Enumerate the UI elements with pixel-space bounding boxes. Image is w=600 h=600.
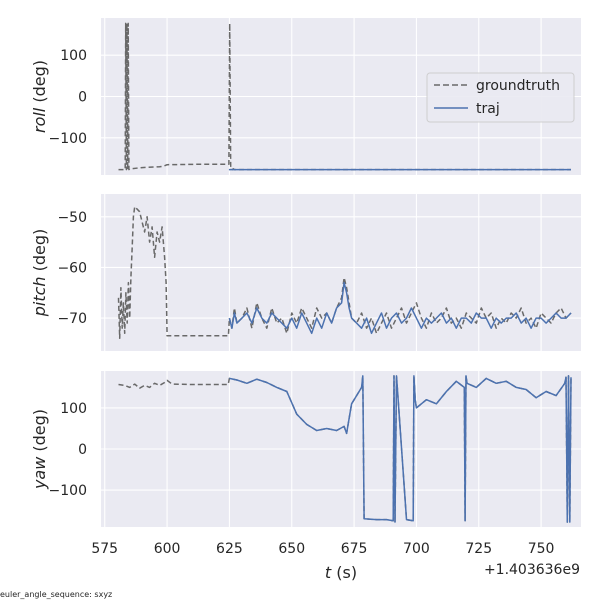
roll-y-axis-label: roll (deg) — [30, 60, 49, 133]
x-tick-label: 650 — [278, 541, 305, 557]
roll-series-groundtruth — [118, 22, 571, 171]
x-tick-label: 675 — [341, 541, 368, 557]
yaw-y-axis-label: yaw (deg) — [30, 409, 49, 490]
pitch-y-tick-label: −70 — [57, 311, 87, 327]
x-axis-label-var: t — [325, 563, 332, 582]
pitch-series-traj — [228, 281, 572, 335]
yaw-y-axis-label-var: yaw — [30, 456, 49, 490]
footer-caption: euler_angle_sequence: sxyz — [0, 590, 112, 599]
pitch-subplot: −50 −60 −70 pitch (deg) — [30, 194, 581, 351]
roll-y-tick-label: 100 — [60, 48, 87, 64]
yaw-y-tick-label: −100 — [49, 483, 87, 499]
legend-groundtruth-label: groundtruth — [476, 78, 560, 94]
pitch-series-groundtruth — [117, 205, 572, 340]
roll-y-axis-label-unit: (deg) — [30, 60, 49, 108]
pitch-y-axis-label-var: pitch — [30, 276, 49, 317]
x-tick-label: 725 — [465, 541, 492, 557]
roll-y-tick-label: 0 — [78, 90, 87, 106]
legend-traj-label: traj — [476, 101, 500, 117]
x-tick-label: 750 — [528, 541, 555, 557]
yaw-y-tick-label: 0 — [78, 442, 87, 458]
yaw-y-tick-label: 100 — [60, 401, 87, 417]
x-tick-label: 625 — [216, 541, 243, 557]
x-axis-offset-label: +1.403636e9 — [484, 562, 580, 578]
yaw-y-axis-label-unit: (deg) — [30, 409, 49, 457]
pitch-y-tick-label: −60 — [57, 260, 87, 276]
roll-y-axis-label-var: roll — [30, 107, 49, 133]
x-axis-label-unit: (s) — [331, 563, 357, 582]
pitch-plot-area — [101, 194, 581, 351]
x-tick-label: 575 — [91, 541, 118, 557]
yaw-series-traj — [229, 375, 572, 523]
x-axis-label: t (s) — [325, 563, 357, 582]
legend: groundtruth traj — [426, 72, 575, 123]
pitch-y-axis-label-unit: (deg) — [30, 229, 49, 277]
pitch-y-axis-label: pitch (deg) — [30, 229, 49, 318]
roll-y-tick-label: −100 — [49, 131, 87, 147]
x-tick-label: 600 — [154, 541, 181, 557]
pitch-y-tick-label: −50 — [57, 210, 87, 226]
x-tick-label: 700 — [403, 541, 430, 557]
